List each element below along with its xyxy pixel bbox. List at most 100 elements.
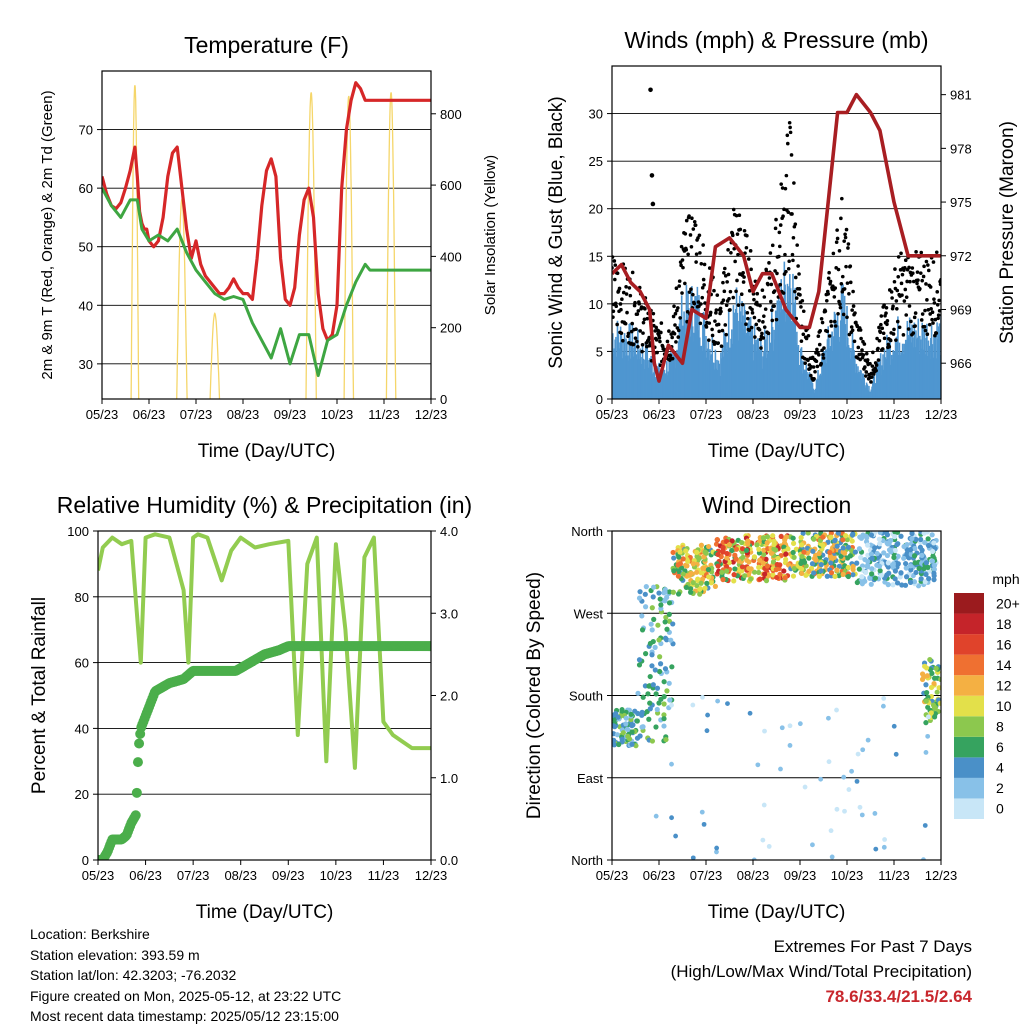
gust-point [612, 315, 615, 319]
gust-point [920, 312, 925, 316]
gust-point [788, 125, 792, 130]
gust-point [770, 308, 774, 313]
gust-point [680, 291, 684, 295]
direction-point [864, 542, 871, 548]
gust-point [747, 328, 752, 332]
gust-point [906, 327, 911, 331]
direction-point [818, 562, 824, 568]
gust-point [654, 338, 659, 342]
colorbar-label: 4 [996, 760, 1004, 776]
gust-point [884, 311, 888, 315]
gust-point [657, 336, 662, 340]
direction-point [675, 562, 681, 568]
colorbar-swatch [954, 798, 984, 819]
direction-point [688, 586, 694, 592]
x-tick-label: 11/23 [878, 407, 910, 422]
direction-point [724, 568, 730, 574]
direction-point [874, 550, 880, 557]
gust-point [801, 332, 806, 337]
direction-point [918, 536, 924, 543]
gust-point [935, 290, 940, 294]
x-tick-label: 12/23 [415, 407, 448, 422]
y-tick-label: 10 [589, 297, 603, 312]
gust-point [891, 304, 895, 309]
direction-point [633, 743, 639, 749]
gust-point [754, 322, 759, 327]
direction-point [612, 742, 617, 748]
direction-point [732, 552, 738, 558]
gust-point [734, 289, 738, 294]
direction-point [623, 715, 629, 721]
direction-point [616, 741, 622, 748]
direction-point [878, 572, 885, 578]
direction-point [666, 680, 672, 686]
gust-point [876, 346, 880, 351]
gust-point [928, 285, 933, 289]
x-tick-label: 11/23 [368, 407, 400, 422]
gust-point [697, 233, 702, 238]
colorbar-label: 12 [996, 677, 1012, 693]
direction-point [765, 572, 772, 578]
gust-point [936, 313, 941, 317]
y-tick-label: North [571, 853, 603, 868]
gust-point [779, 182, 783, 186]
gust-point [612, 259, 617, 263]
gust-point [911, 331, 916, 335]
gust-point [840, 274, 845, 279]
direction-point [764, 563, 771, 569]
gust-point [822, 346, 826, 350]
gust-point [815, 364, 820, 369]
direction-point [923, 720, 929, 726]
gust-point [744, 245, 749, 250]
gust-point [784, 269, 788, 274]
direction-point [729, 538, 735, 544]
gust-point [715, 293, 720, 297]
gust-point [750, 311, 755, 315]
gust-point [739, 292, 744, 297]
direction-point [877, 568, 883, 574]
direction-point [761, 551, 767, 558]
colorbar-swatch [954, 736, 984, 758]
gust-point [668, 353, 673, 358]
temperature-line [102, 81, 431, 342]
direction-point [683, 584, 689, 591]
gust-point [860, 355, 865, 360]
direction-point [810, 548, 816, 554]
direction-point [714, 845, 720, 851]
plot-area [98, 532, 431, 860]
direction-point [838, 553, 844, 559]
gust-point [894, 299, 899, 303]
direction-point [763, 556, 769, 562]
x-tick-label: 10/23 [321, 407, 354, 422]
direction-point [876, 563, 883, 569]
gust-point [775, 271, 779, 276]
direction-point [932, 705, 939, 711]
direction-point [842, 532, 849, 539]
direction-point [886, 547, 893, 553]
direction-point [891, 534, 898, 540]
direction-point [624, 726, 631, 732]
insolation-line [209, 312, 221, 399]
gust-point [797, 272, 801, 276]
gust-point [674, 340, 678, 344]
direction-point [923, 682, 929, 688]
gust-point [750, 307, 754, 312]
gust-point [932, 297, 936, 301]
direction-point [760, 560, 766, 566]
gust-point [687, 290, 692, 294]
direction-point [662, 635, 669, 641]
gust-point [890, 296, 894, 300]
direction-point [637, 589, 643, 595]
gust-point [829, 319, 833, 324]
gust-point [879, 322, 883, 327]
gust-point [817, 342, 822, 347]
gust-point [613, 301, 618, 306]
gust-point [772, 304, 776, 308]
gust-point [837, 248, 842, 253]
direction-point [645, 691, 651, 697]
direction-point [931, 577, 937, 583]
gust-point [650, 201, 656, 207]
direction-point [876, 536, 882, 542]
direction-point [898, 533, 904, 539]
colorbar-swatch [954, 613, 984, 635]
